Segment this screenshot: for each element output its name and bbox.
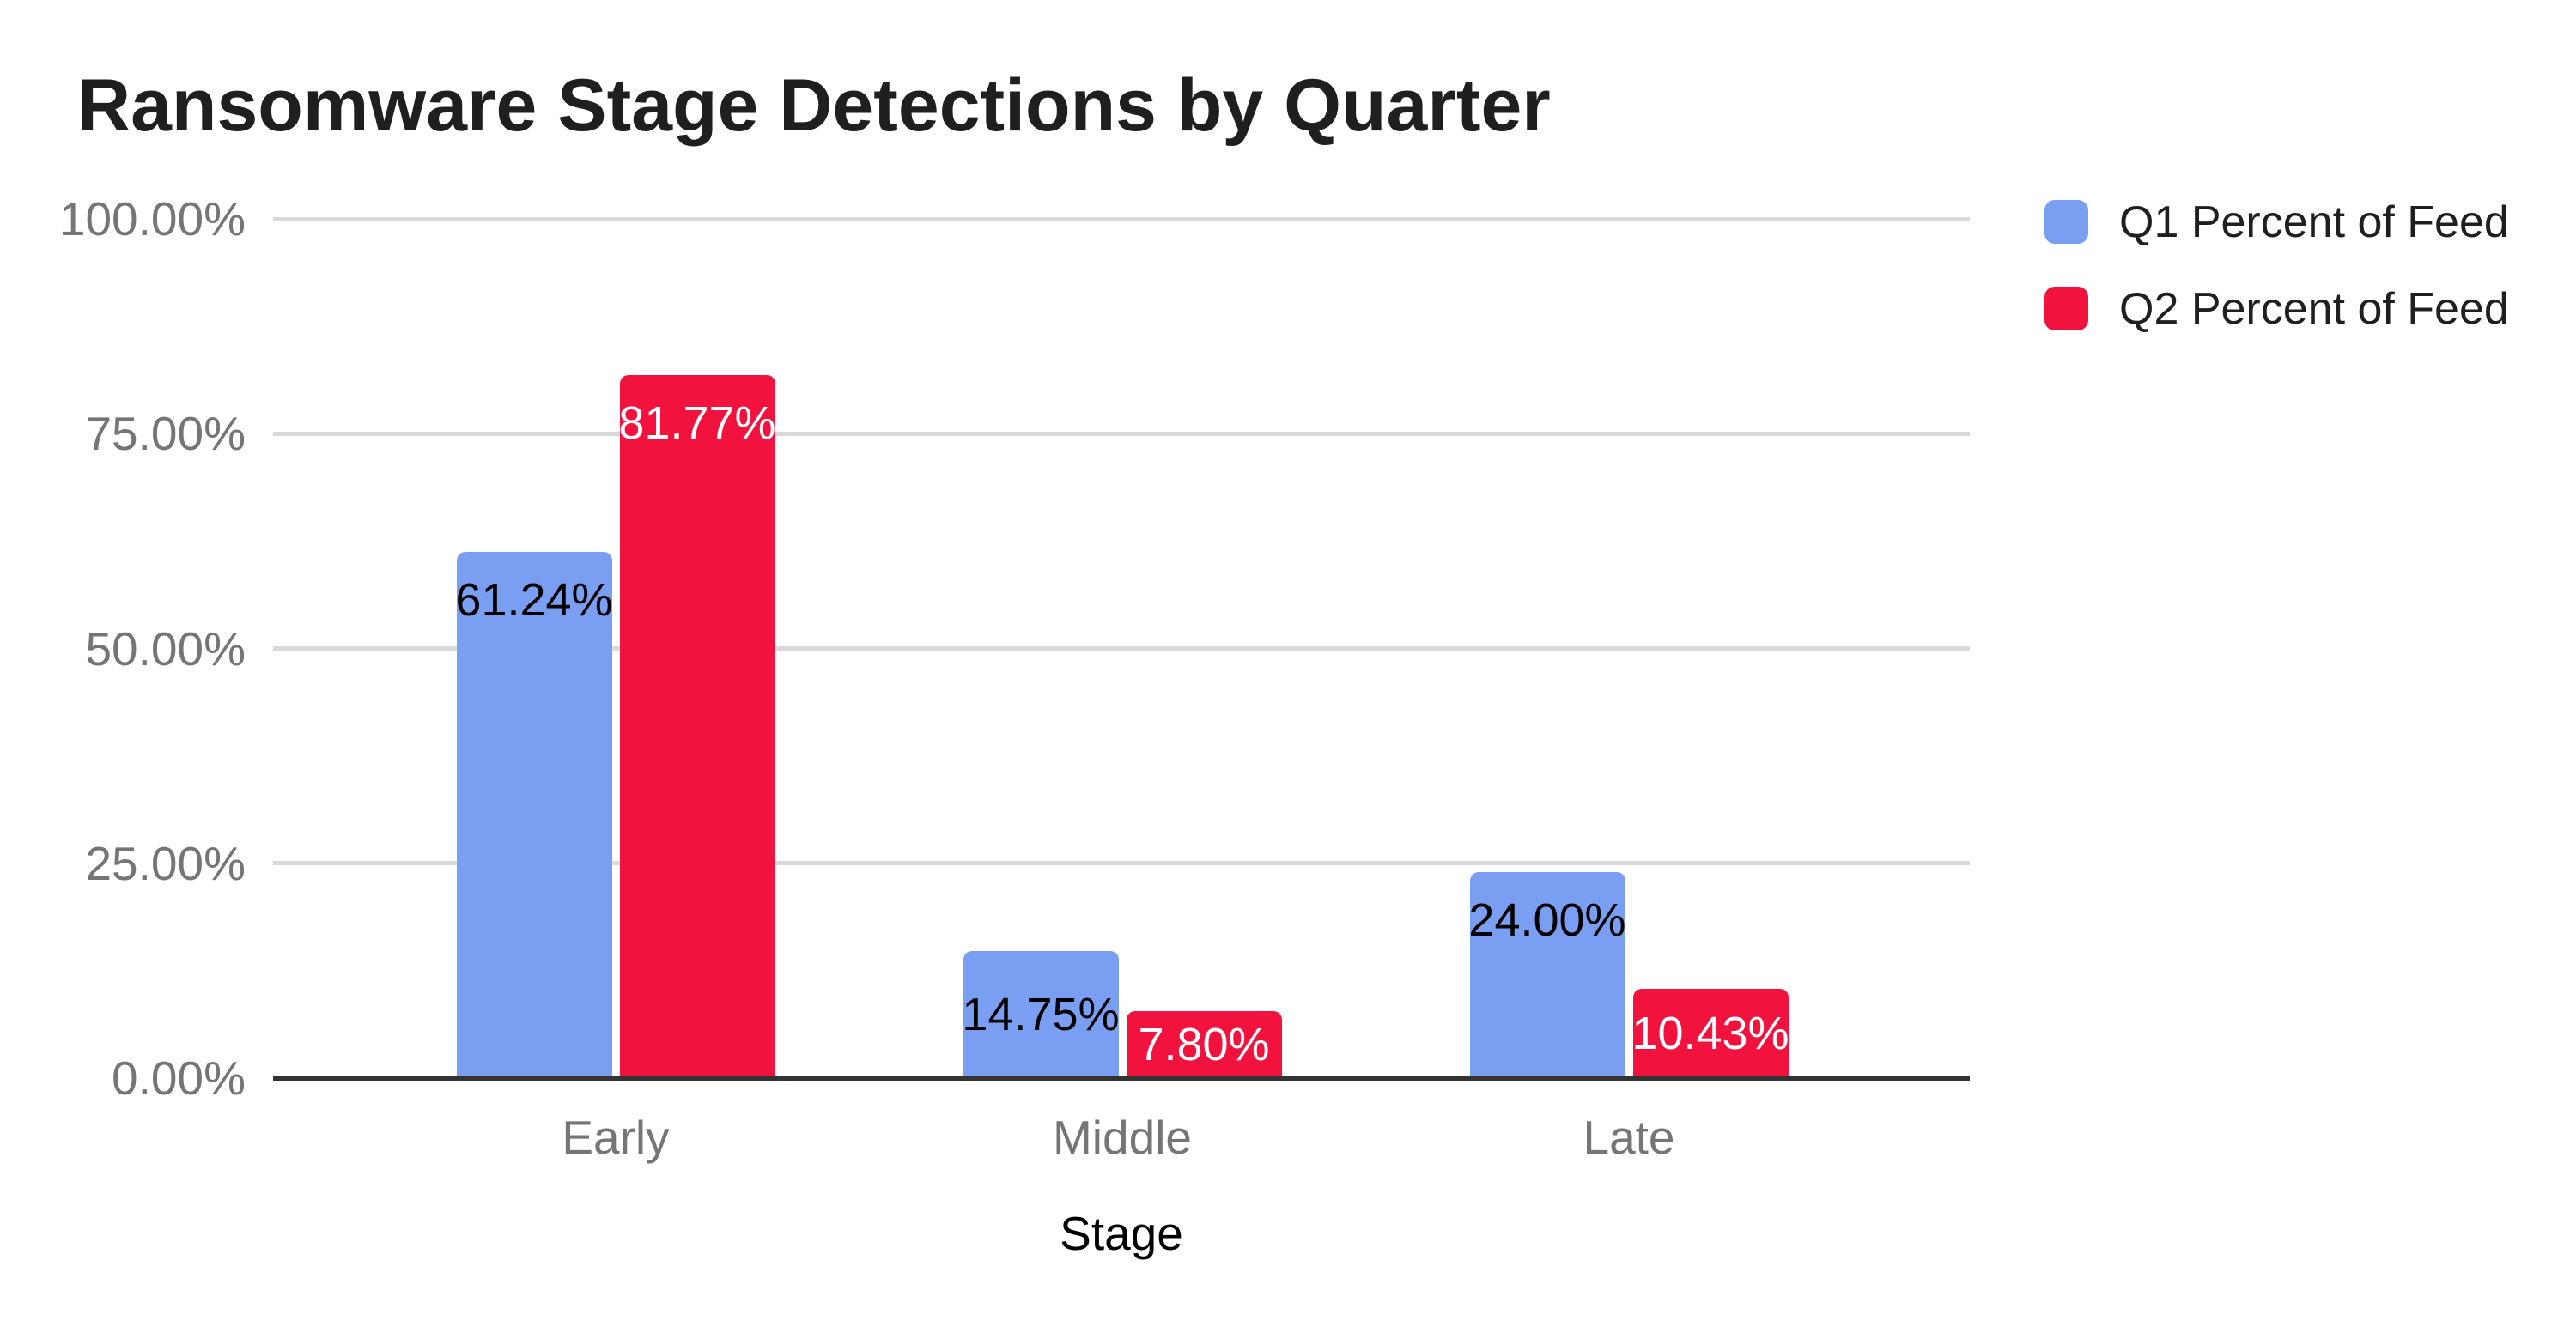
- bar-q1-late: [1469, 871, 1625, 1078]
- legend-label-q2: Q2 Percent of Feed: [2119, 283, 2509, 334]
- gridline: [273, 646, 1970, 651]
- y-tick-label: 25.00%: [85, 836, 246, 890]
- x-axis-line: [273, 1076, 1970, 1081]
- bar-q1-middle: [963, 951, 1119, 1078]
- y-tick-label: 50.00%: [85, 621, 246, 676]
- gridline: [273, 216, 1970, 221]
- bar-q1-early: [456, 551, 612, 1078]
- bar-value-label-q2-middle: 7.80%: [1138, 1018, 1270, 1070]
- bar-value-label-q2-late: 10.43%: [1631, 1007, 1789, 1059]
- legend: Q1 Percent of Feed Q2 Percent of Feed: [2044, 200, 2509, 373]
- y-tick-label: 75.00%: [85, 407, 246, 461]
- y-tick-label: 100.00%: [58, 192, 246, 245]
- legend-item-q2: Q2 Percent of Feed: [2044, 283, 2509, 334]
- bar-q2-late: [1632, 988, 1789, 1078]
- legend-item-q1: Q1 Percent of Feed: [2044, 197, 2509, 247]
- category-label-late: Late: [1583, 1111, 1675, 1164]
- legend-swatch-q2: [2044, 287, 2088, 330]
- gridline: [273, 431, 1970, 436]
- legend-swatch-q1: [2044, 200, 2088, 244]
- bar-q2-early: [619, 375, 775, 1078]
- bar-value-label-q1-early: 61.24%: [455, 573, 613, 626]
- bar-value-label-q1-middle: 14.75%: [962, 989, 1120, 1041]
- gridline: [273, 861, 1970, 866]
- chart-title: Ransomware Stage Detections by Quarter: [77, 64, 1551, 147]
- legend-label-q1: Q1 Percent of Feed: [2119, 197, 2509, 247]
- y-tick-label: 0.00%: [112, 1051, 246, 1105]
- bar-value-label-q2-early: 81.77%: [618, 397, 776, 450]
- category-label-early: Early: [562, 1111, 670, 1164]
- bar-value-label-q1-late: 24.00%: [1468, 894, 1626, 946]
- bar-q2-middle: [1126, 1010, 1282, 1078]
- category-label-middle: Middle: [1052, 1111, 1193, 1164]
- x-axis-title: Stage: [1060, 1207, 1183, 1260]
